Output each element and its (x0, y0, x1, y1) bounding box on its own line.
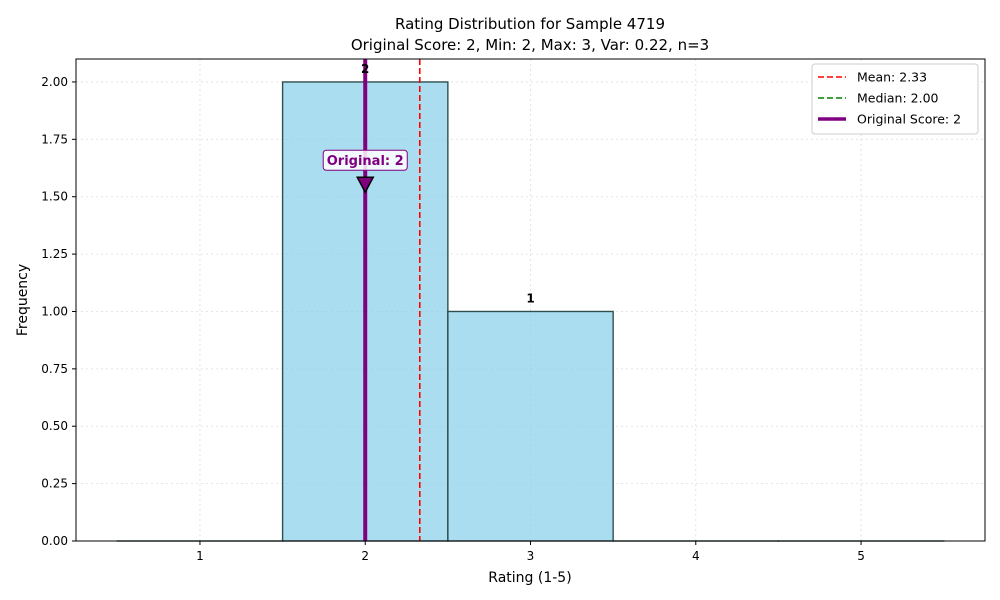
bar-3 (447, 310, 614, 542)
chart-title: Rating Distribution for Sample 4719 (395, 15, 665, 33)
legend: Mean: 2.33 Median: 2.00 Original Score: 2 (811, 63, 979, 135)
bar-label-2: 2 (361, 62, 369, 76)
y-tick-label-0: 0.00 (41, 534, 68, 548)
y-axis-ticks: 0.00 0.25 0.50 0.75 1.00 1.25 1.50 1.75 2.00 (41, 75, 76, 548)
bar-labels: 21 (361, 62, 535, 306)
x-axis-ticks: 1 2 3 4 5 (196, 541, 865, 563)
x-axis-label: Rating (1-5) (488, 570, 571, 586)
legend-label-0: Mean: 2.33 (857, 70, 927, 85)
reference-lines (363, 59, 421, 541)
x-tick-label-3: 4 (692, 549, 700, 563)
annotation-box (322, 149, 408, 171)
y-axis-label: Frequency (15, 264, 31, 336)
y-tick-label-5: 1.25 (41, 247, 68, 261)
legend-label-1: Median: 2.00 (857, 91, 939, 106)
legend-box (811, 63, 979, 135)
y-tick-label-3: 0.75 (41, 362, 68, 376)
annotation-arrow (355, 176, 375, 194)
legend-label-2: Original Score: 2 (857, 112, 961, 127)
x-tick-label-0: 1 (196, 549, 204, 563)
x-tick-label-1: 2 (361, 549, 369, 563)
y-tick-label-1: 0.25 (41, 477, 68, 491)
y-tick-label-8: 2.00 (41, 75, 68, 89)
x-tick-label-4: 5 (857, 549, 865, 563)
y-tick-label-4: 1.00 (41, 304, 68, 318)
original-score-annotation: Original: 2 (322, 149, 408, 194)
annotation-text: Original: 2 (327, 154, 404, 169)
y-tick-label-7: 1.75 (41, 132, 68, 146)
chart-subtitle: Original Score: 2, Min: 2, Max: 3, Var: … (351, 36, 709, 54)
x-tick-label-2: 3 (527, 549, 535, 563)
bar-label-3: 1 (526, 291, 534, 305)
y-tick-label-6: 1.50 (41, 190, 68, 204)
y-tick-label-2: 0.50 (41, 419, 68, 433)
